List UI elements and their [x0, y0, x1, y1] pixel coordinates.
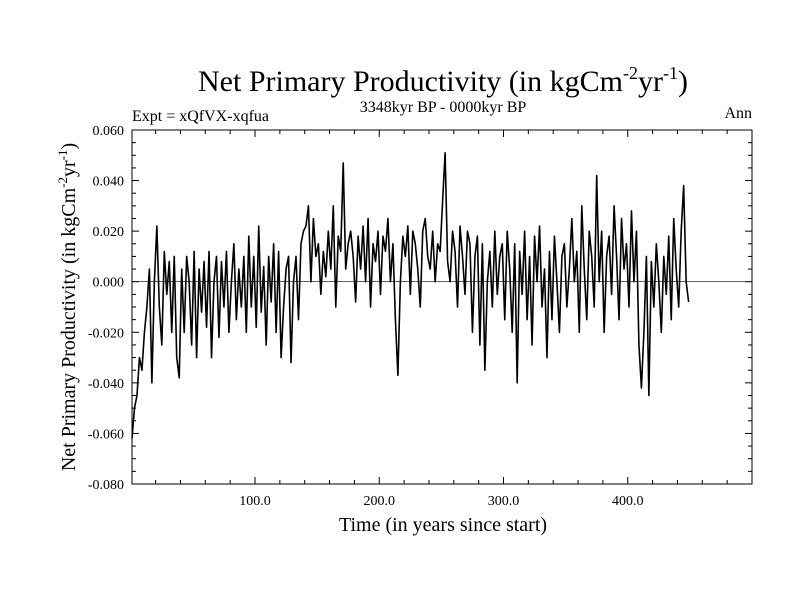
chart-title: Net Primary Productivity (in kgCm-2yr-1) — [198, 63, 688, 98]
x-tick-label: 100.0 — [239, 494, 271, 509]
x-tick-label: 200.0 — [364, 494, 396, 509]
chart-title-superscript-2: -1 — [663, 63, 678, 83]
experiment-label: Expt = xQfVX-xqfua — [132, 108, 269, 125]
season-label: Ann — [724, 105, 752, 122]
y-tick-label: -0.020 — [88, 326, 124, 341]
y-axis-label: Net Primary Productivity (in kgCm-2yr-1) — [55, 143, 80, 471]
y-tick-label: 0.020 — [93, 225, 125, 240]
y-tick-label: 0.000 — [93, 276, 125, 291]
x-axis-label: Time (in years since start) — [339, 514, 547, 536]
chart-title-superscript-1: -2 — [623, 63, 638, 83]
y-axis-label-mid: yr — [58, 160, 80, 177]
x-tick-label: 300.0 — [488, 494, 520, 509]
y-axis-label-end: ) — [58, 143, 80, 150]
x-tick-label: 400.0 — [612, 494, 644, 509]
chart-title-end: ) — [678, 65, 688, 98]
npp-series-line — [131, 151, 690, 439]
y-axis-label-superscript-2: -1 — [55, 150, 70, 161]
y-axis-label-superscript-1: -2 — [55, 177, 70, 188]
axis-ticks: -0.080 -0.060 -0.040 -0.020 0.000 0.020 0.040 0… — [88, 124, 752, 509]
plot-frame — [131, 129, 753, 485]
y-axis-label-main: Net Primary Productivity (in kgCm — [58, 187, 80, 471]
y-tick-label: -0.080 — [88, 478, 124, 493]
y-tick-label: 0.040 — [93, 175, 125, 190]
y-tick-label: -0.060 — [88, 427, 124, 442]
chart-title-main: Net Primary Productivity (in kgCm — [198, 65, 623, 98]
chart-title-mid: yr — [638, 65, 663, 98]
y-tick-label: 0.060 — [93, 124, 125, 139]
y-tick-label: -0.040 — [88, 377, 124, 392]
time-range-label: 3348kyr BP - 0000kyr BP — [360, 99, 527, 116]
